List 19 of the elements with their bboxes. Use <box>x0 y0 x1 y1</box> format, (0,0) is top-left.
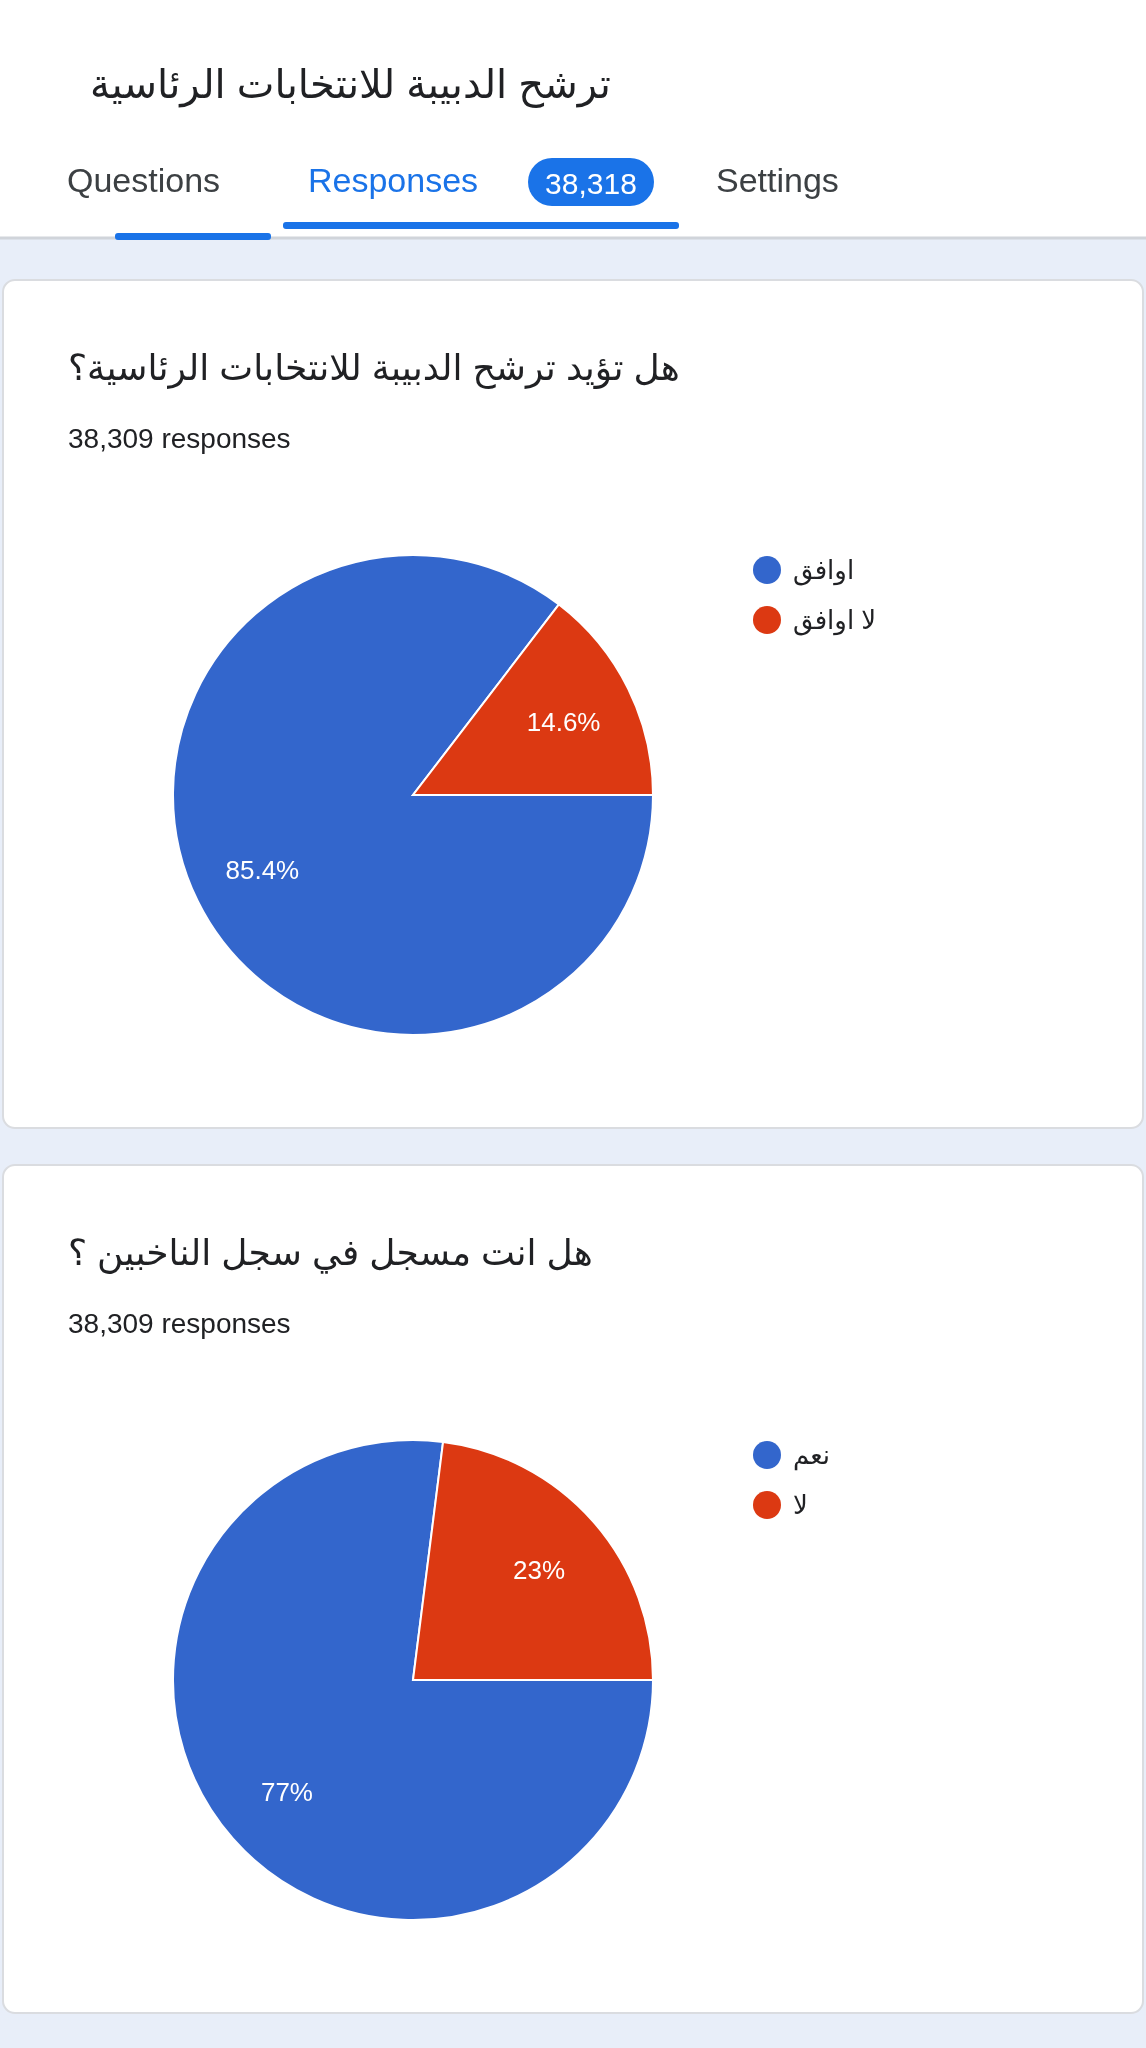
chart-subtitle: 38,309 responses <box>68 1308 291 1339</box>
data-label: 85.4% <box>225 855 300 886</box>
chart-subtitle: 38,309 responses <box>68 423 291 454</box>
pie-slice <box>172 1439 654 1921</box>
data-label: 14.6% <box>526 706 601 737</box>
chart-title: هل تؤيد ترشح الدبيبة للانتخابات الرئاسية؟ <box>68 347 680 389</box>
legend-label: لا <box>793 1490 808 1520</box>
text: 38,318 <box>545 167 637 200</box>
data-label: 23% <box>513 1554 566 1585</box>
text: ترشح الدبيبة للانتخابات الرئاسية <box>90 62 611 108</box>
legend-label: نعم <box>793 1440 831 1471</box>
legend-label: لا اوافق <box>793 605 877 636</box>
legend-label: اوافق <box>793 555 855 586</box>
text: Responses <box>308 161 479 199</box>
text: Questions <box>67 161 221 199</box>
data-label: 77% <box>260 1777 313 1808</box>
chart-title: هل انت مسجل في سجل الناخبين ؟ <box>68 1232 593 1274</box>
text: Settings <box>716 161 839 199</box>
pie-slice <box>172 554 654 1036</box>
